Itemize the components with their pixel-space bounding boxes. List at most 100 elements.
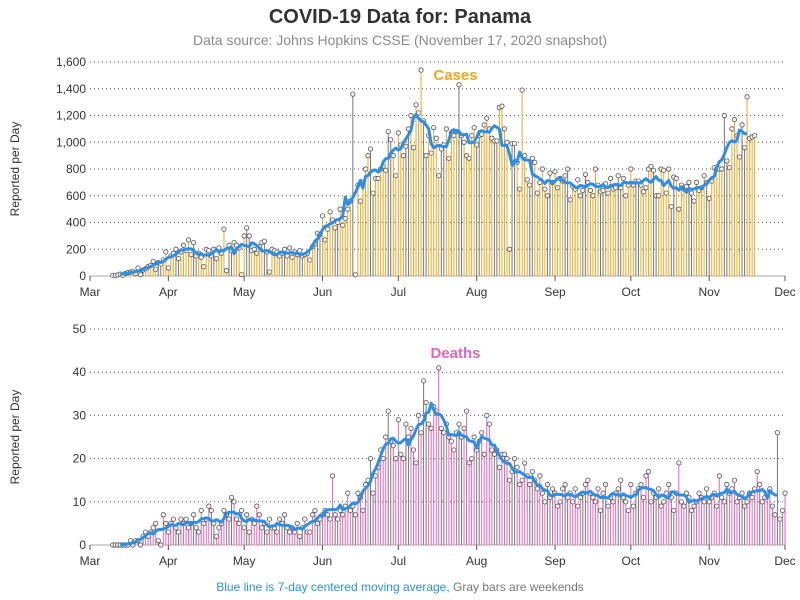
data-point bbox=[557, 499, 563, 505]
data-point bbox=[650, 167, 657, 173]
data-point bbox=[403, 421, 409, 427]
data-point bbox=[173, 246, 179, 252]
data-point bbox=[191, 512, 197, 518]
x-tick-label: Jun bbox=[313, 554, 332, 568]
data-point bbox=[471, 434, 477, 440]
data-point bbox=[552, 169, 558, 175]
data-point bbox=[385, 128, 391, 135]
data-point bbox=[741, 503, 748, 509]
data-point bbox=[539, 166, 545, 172]
data-point bbox=[276, 516, 283, 522]
data-point bbox=[519, 477, 525, 483]
data-point bbox=[719, 494, 725, 501]
data-point bbox=[479, 430, 485, 436]
data-point bbox=[153, 266, 159, 272]
data-point bbox=[239, 272, 245, 278]
data-point bbox=[630, 503, 636, 509]
data-point bbox=[582, 481, 588, 488]
data-point bbox=[309, 512, 315, 518]
data-point bbox=[736, 154, 743, 160]
data-point bbox=[246, 233, 252, 239]
data-point bbox=[185, 525, 192, 531]
data-point bbox=[469, 132, 475, 139]
data-point bbox=[433, 135, 439, 141]
data-point bbox=[398, 451, 404, 457]
data-point bbox=[676, 206, 682, 212]
cases-panel: 0 200 400 600 800 1,000 1,200 1,400 1,600 Mar Apr M… bbox=[8, 55, 796, 299]
x-tick-label: May bbox=[233, 285, 256, 299]
data-point bbox=[527, 481, 533, 488]
data-point bbox=[628, 166, 634, 172]
data-point bbox=[362, 166, 369, 172]
data-point bbox=[648, 499, 654, 505]
data-point bbox=[206, 503, 212, 509]
data-point bbox=[345, 490, 351, 496]
y-tick-label: 1,400 bbox=[56, 82, 86, 96]
data-point bbox=[451, 447, 457, 453]
data-point bbox=[605, 190, 611, 196]
data-point bbox=[691, 503, 697, 509]
data-point bbox=[582, 171, 588, 177]
data-point bbox=[752, 132, 758, 139]
data-point bbox=[496, 464, 503, 470]
data-point bbox=[221, 226, 227, 232]
moving-average-line bbox=[120, 112, 748, 276]
data-point bbox=[281, 512, 288, 518]
data-point bbox=[741, 145, 748, 151]
data-point bbox=[241, 525, 247, 531]
data-point bbox=[428, 150, 434, 156]
data-point bbox=[772, 512, 778, 518]
data-point bbox=[484, 115, 490, 121]
data-point bbox=[201, 520, 207, 527]
data-point bbox=[244, 225, 250, 231]
data-point bbox=[676, 460, 682, 466]
data-point bbox=[436, 173, 442, 179]
data-point bbox=[638, 481, 644, 488]
data-point bbox=[418, 67, 424, 73]
data-point bbox=[322, 237, 328, 243]
data-point bbox=[514, 464, 520, 470]
data-point bbox=[605, 503, 611, 509]
data-point bbox=[423, 153, 429, 159]
data-point bbox=[519, 87, 525, 93]
footnote-weekends: Gray bars are weekends bbox=[453, 580, 584, 594]
data-point bbox=[529, 468, 535, 475]
data-point bbox=[484, 412, 490, 418]
data-point bbox=[163, 520, 169, 527]
data-point bbox=[643, 185, 649, 191]
data-point bbox=[706, 195, 712, 202]
data-point bbox=[504, 139, 510, 145]
data-point bbox=[544, 193, 551, 199]
data-point bbox=[150, 258, 156, 264]
data-point bbox=[587, 187, 594, 193]
data-point bbox=[408, 425, 414, 431]
data-point bbox=[266, 269, 273, 275]
data-point bbox=[163, 249, 169, 255]
data-point bbox=[688, 507, 695, 514]
data-point bbox=[239, 507, 245, 514]
data-point bbox=[704, 486, 710, 492]
y-tick-label: 0 bbox=[79, 269, 86, 283]
x-tick-label: Mar bbox=[80, 285, 101, 299]
data-point bbox=[663, 190, 669, 196]
data-point bbox=[423, 399, 429, 406]
data-point bbox=[383, 167, 389, 173]
data-point bbox=[332, 225, 338, 231]
data-point bbox=[165, 265, 171, 271]
data-point bbox=[615, 173, 621, 179]
data-point bbox=[474, 142, 480, 148]
x-tick-label: Nov bbox=[699, 285, 720, 299]
x-tick-label: May bbox=[233, 554, 256, 568]
data-point bbox=[213, 533, 219, 539]
data-point bbox=[592, 166, 599, 172]
data-point bbox=[506, 477, 513, 483]
y-tick-label: 1,200 bbox=[56, 109, 86, 123]
data-point bbox=[693, 179, 700, 185]
data-point bbox=[428, 425, 434, 431]
data-point bbox=[726, 165, 733, 171]
data-point bbox=[415, 412, 422, 418]
data-point bbox=[706, 499, 712, 505]
data-point bbox=[491, 451, 497, 457]
data-point bbox=[744, 94, 750, 100]
